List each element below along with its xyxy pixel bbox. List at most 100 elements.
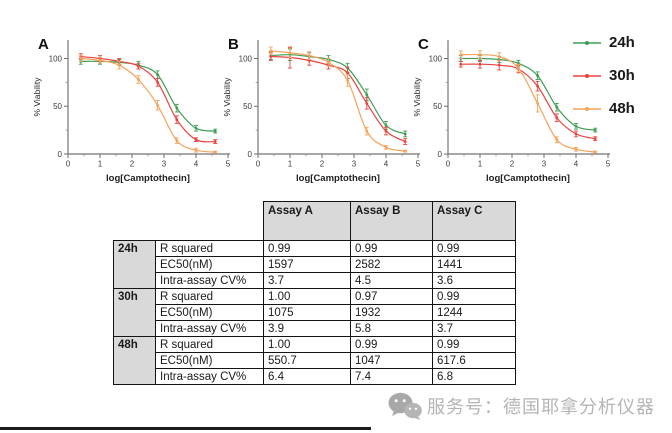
value-cell-a: 550.7 bbox=[263, 352, 351, 369]
svg-text:2: 2 bbox=[130, 160, 135, 169]
svg-text:0: 0 bbox=[446, 160, 451, 169]
legend-marker-48h bbox=[572, 102, 602, 114]
data-point-48h bbox=[384, 145, 388, 149]
param-label: Intra-assay CV% bbox=[155, 272, 264, 289]
legend-marker-24h bbox=[572, 36, 602, 48]
param-label: EC50(nM) bbox=[155, 304, 264, 321]
svg-text:2: 2 bbox=[510, 160, 515, 169]
data-point-30h bbox=[137, 64, 140, 68]
table-row-24h-1: EC50(nM) 1597 2582 1441 bbox=[114, 256, 516, 273]
table-row-48h-0: 48h R squared 1.00 0.99 0.99 bbox=[113, 336, 516, 385]
value-cell-c: 0.99 bbox=[432, 240, 516, 257]
param-label: Intra-assay CV% bbox=[155, 368, 264, 385]
value-cell-c: 0.99 bbox=[432, 336, 516, 353]
series-line-48h bbox=[80, 57, 216, 153]
table-row-24h-2: Intra-assay CV% 3.7 4.5 3.6 bbox=[114, 272, 516, 289]
param-label: Intra-assay CV% bbox=[155, 320, 264, 337]
data-point-48h bbox=[517, 66, 520, 70]
data-point-30h bbox=[459, 62, 463, 66]
series-line-30h bbox=[80, 56, 216, 143]
data-point-30h bbox=[194, 138, 198, 142]
series-line-30h bbox=[460, 63, 596, 140]
data-point-48h bbox=[327, 60, 330, 64]
panel-letter-c: C bbox=[418, 36, 429, 53]
value-cell-c: 1244 bbox=[432, 304, 516, 321]
data-point-24h bbox=[536, 74, 539, 78]
svg-text:1: 1 bbox=[478, 160, 483, 169]
data-point-30h bbox=[536, 84, 539, 88]
value-cell-a: 1.00 bbox=[263, 288, 351, 305]
svg-text:0: 0 bbox=[438, 150, 443, 159]
data-point-30h bbox=[478, 62, 482, 66]
data-point-30h bbox=[574, 132, 578, 136]
data-point-48h bbox=[137, 78, 140, 81]
series-line-48h bbox=[270, 50, 406, 152]
value-cell-c: 617.6 bbox=[432, 352, 516, 369]
data-point-30h bbox=[175, 118, 179, 122]
data-point-30h bbox=[403, 140, 407, 143]
data-point-48h bbox=[213, 150, 217, 154]
value-cell-b: 2582 bbox=[350, 256, 433, 273]
svg-text:50: 50 bbox=[243, 102, 252, 111]
value-cell-b: 0.97 bbox=[350, 288, 433, 305]
svg-text:1: 1 bbox=[288, 160, 293, 169]
value-cell-b: 7.4 bbox=[350, 368, 433, 385]
value-cell-a: 0.99 bbox=[263, 240, 351, 257]
svg-text:0: 0 bbox=[256, 160, 261, 169]
param-label: EC50(nM) bbox=[155, 352, 264, 369]
value-cell-b: 5.8 bbox=[350, 320, 433, 337]
value-cell-c: 3.7 bbox=[432, 320, 516, 337]
param-label: R squared bbox=[155, 288, 264, 305]
table-row-30h-1: EC50(nM) 1075 1932 1244 bbox=[114, 304, 516, 321]
data-point-30h bbox=[497, 63, 501, 67]
col-header-assay-a: Assay A bbox=[263, 201, 351, 241]
time-label-24h: 24h bbox=[113, 240, 156, 289]
data-point-30h bbox=[346, 71, 349, 75]
data-point-30h bbox=[156, 80, 159, 84]
data-point-48h bbox=[269, 49, 273, 53]
data-point-48h bbox=[79, 57, 83, 60]
data-point-48h bbox=[459, 53, 463, 57]
col-header-assay-c: Assay C bbox=[432, 201, 516, 241]
data-point-24h bbox=[403, 132, 407, 136]
panel-letter-b: B bbox=[228, 36, 239, 53]
data-point-30h bbox=[365, 101, 369, 105]
footer-line bbox=[0, 427, 371, 430]
svg-text:3: 3 bbox=[542, 160, 547, 169]
data-point-24h bbox=[175, 106, 179, 110]
value-cell-a: 1.00 bbox=[263, 336, 351, 353]
assay-results-table: Assay A Assay B Assay C 24h R squared 0.99… bbox=[113, 201, 516, 385]
svg-text:4: 4 bbox=[384, 160, 389, 169]
results-table-container: Assay A Assay B Assay C 24h R squared 0.99… bbox=[113, 201, 516, 385]
table-row-30h-2: Intra-assay CV% 3.9 5.8 3.7 bbox=[114, 320, 516, 337]
x-axis-label: log[Camptothecin] bbox=[296, 173, 380, 184]
legend-label: 30h bbox=[609, 66, 635, 84]
data-point-48h bbox=[497, 55, 501, 58]
data-point-24h bbox=[593, 128, 597, 132]
data-point-48h bbox=[365, 129, 369, 133]
data-point-24h bbox=[555, 105, 559, 109]
value-cell-a: 6.4 bbox=[263, 368, 351, 385]
panel-letter-a: A bbox=[38, 36, 49, 53]
col-header-assay-b: Assay B bbox=[350, 201, 433, 241]
svg-text:3: 3 bbox=[162, 160, 167, 169]
svg-text:100: 100 bbox=[239, 54, 253, 63]
data-point-48h bbox=[98, 59, 102, 62]
data-point-48h bbox=[593, 150, 597, 154]
value-cell-a: 1075 bbox=[263, 304, 351, 321]
dose-response-chart-b: 0 1 2 3 4 5 0 50 100 log[Camptothecin]% Viability… bbox=[220, 26, 428, 198]
value-cell-c: 0.99 bbox=[432, 288, 516, 305]
series-line-48h bbox=[460, 53, 596, 153]
svg-text:4: 4 bbox=[574, 160, 579, 169]
table-row-30h-0: 30h R squared 1.00 0.97 0.99 bbox=[113, 288, 516, 337]
data-point-48h bbox=[555, 138, 559, 142]
data-point-48h bbox=[175, 139, 179, 143]
value-cell-c: 6.8 bbox=[432, 368, 516, 385]
data-point-30h bbox=[213, 140, 217, 143]
data-point-48h bbox=[288, 51, 292, 55]
y-axis-label: % Viability bbox=[32, 77, 42, 117]
svg-text:0: 0 bbox=[248, 150, 253, 159]
svg-text:3: 3 bbox=[352, 160, 357, 169]
table-header-row: Assay A Assay B Assay C bbox=[114, 201, 516, 241]
